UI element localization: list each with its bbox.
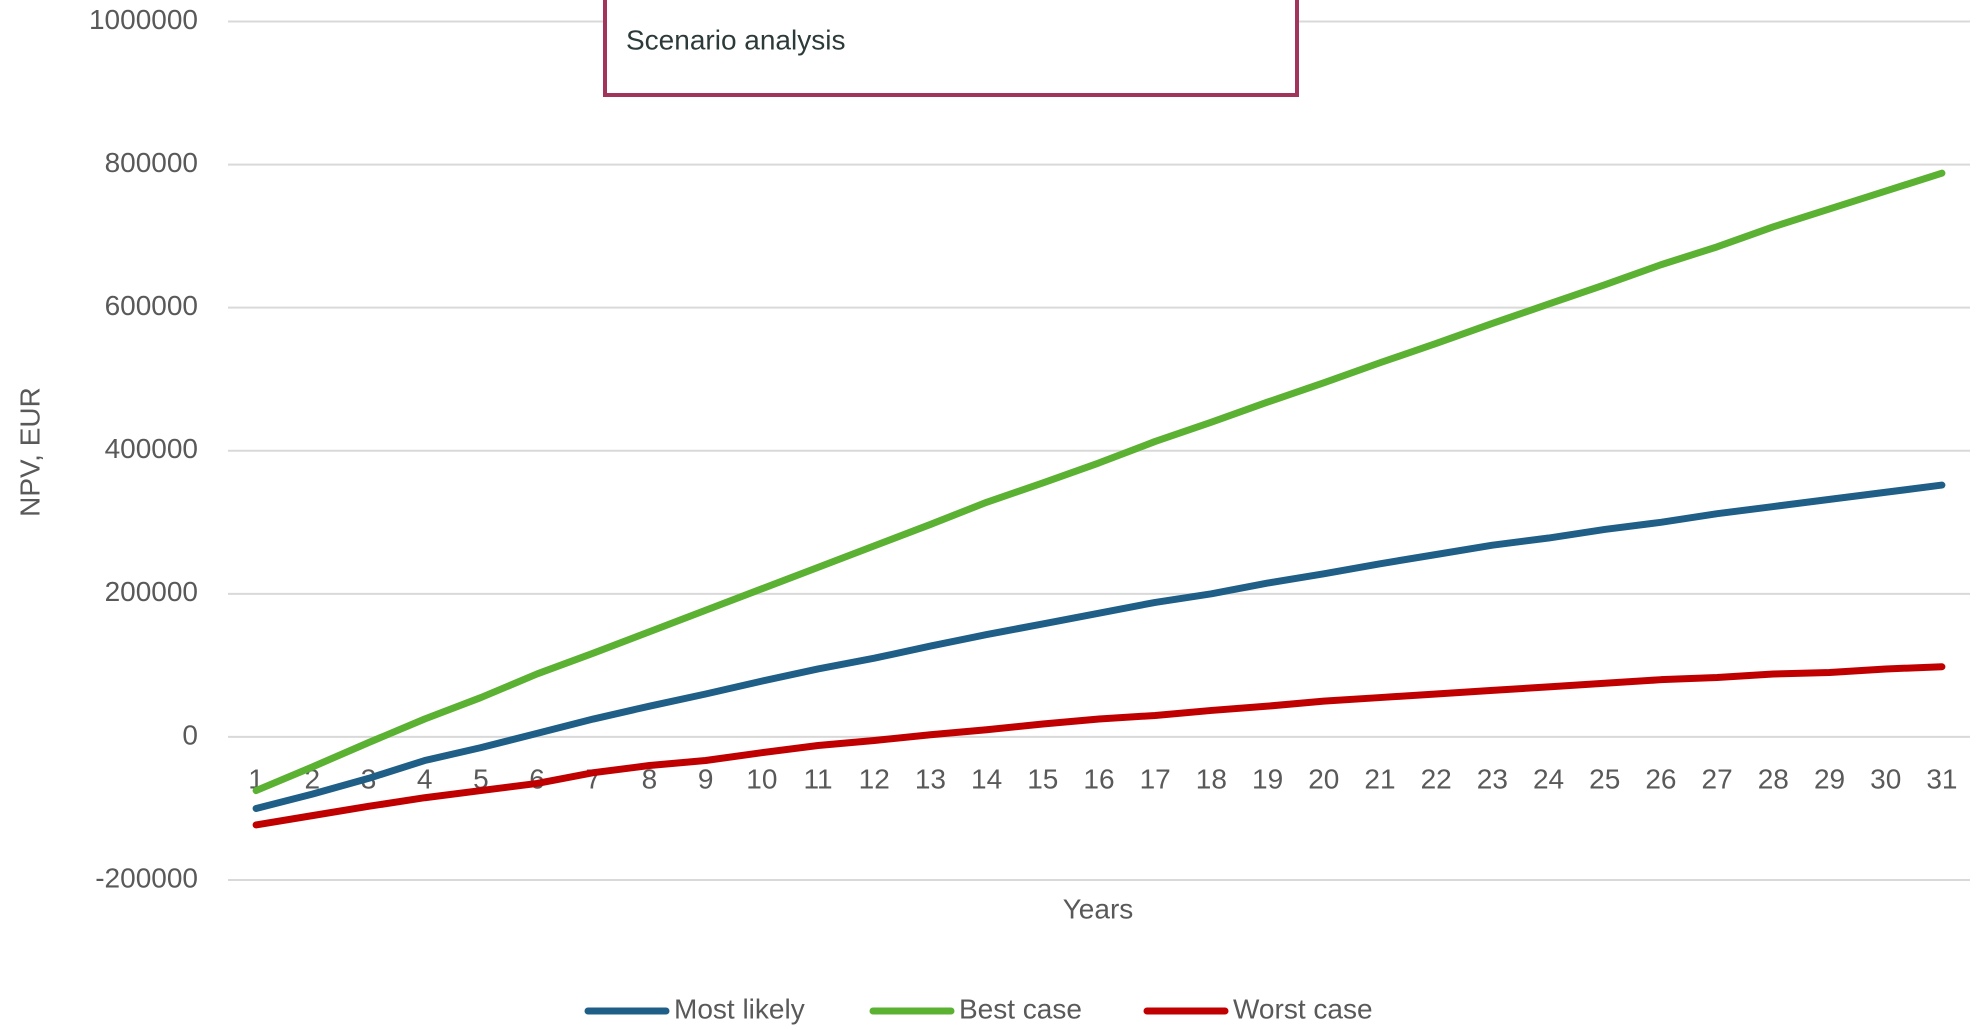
legend-label: Worst case: [1233, 993, 1373, 1024]
x-tick-label: 17: [1140, 763, 1171, 794]
x-tick-label: 15: [1027, 763, 1058, 794]
x-axis-label: Years: [1063, 893, 1134, 924]
x-tick-label: 6: [529, 763, 545, 794]
x-tick-label: 24: [1533, 763, 1564, 794]
y-tick-label: 200000: [105, 576, 198, 607]
series-line: [252, 663, 1946, 829]
x-tick-label: 23: [1477, 763, 1508, 794]
y-tick-label: 800000: [105, 147, 198, 178]
x-tick-label: 27: [1702, 763, 1733, 794]
series-line: [252, 481, 1946, 812]
legend-label: Most likely: [674, 993, 805, 1024]
x-tick-label: 29: [1814, 763, 1845, 794]
x-tick-label: 26: [1645, 763, 1676, 794]
y-tick-label: 600000: [105, 290, 198, 321]
x-tick-label: 10: [746, 763, 777, 794]
x-tick-label: 11: [803, 763, 832, 794]
y-tick-label: 1000000: [89, 4, 198, 35]
x-tick-label: 20: [1308, 763, 1339, 794]
x-tick-label: 12: [859, 763, 890, 794]
x-tick-label: 9: [698, 763, 714, 794]
y-tick-label: 400000: [105, 433, 198, 464]
x-tick-label: 18: [1196, 763, 1227, 794]
y-axis-label: NPV, EUR: [14, 387, 45, 517]
y-tick-label: 0: [182, 719, 198, 750]
chart-title: Scenario analysis: [626, 24, 845, 55]
legend-label: Best case: [959, 993, 1082, 1024]
x-tick-label: 21: [1364, 763, 1395, 794]
title-box: [603, 0, 1299, 97]
x-tick-label: 7: [585, 763, 601, 794]
x-tick-label: 30: [1870, 763, 1901, 794]
x-tick-label: 16: [1083, 763, 1114, 794]
x-tick-label: 14: [971, 763, 1002, 794]
x-tick-label: 28: [1758, 763, 1789, 794]
x-tick-label: 19: [1252, 763, 1283, 794]
x-tick-label: 25: [1589, 763, 1620, 794]
x-tick-label: 13: [915, 763, 946, 794]
x-tick-label: 8: [642, 763, 658, 794]
y-tick-label: -200000: [95, 862, 198, 893]
x-tick-label: 22: [1421, 763, 1452, 794]
series-line: [252, 169, 1946, 795]
x-tick-label: 31: [1926, 763, 1957, 794]
x-tick-label: 4: [417, 763, 433, 794]
